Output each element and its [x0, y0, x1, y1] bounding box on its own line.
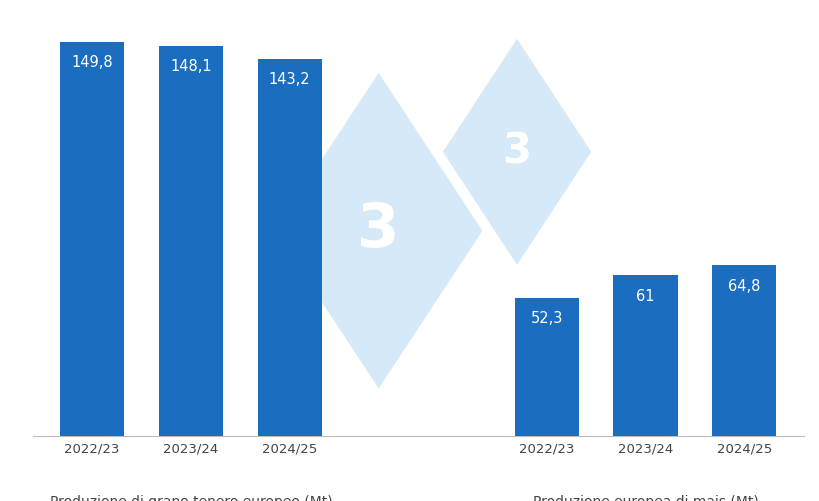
Text: 61: 61: [636, 289, 654, 304]
Text: 3: 3: [502, 131, 531, 173]
Bar: [613, 276, 676, 436]
Bar: [159, 46, 223, 436]
Polygon shape: [442, 39, 590, 265]
Bar: [60, 42, 124, 436]
Text: 149,8: 149,8: [71, 55, 113, 70]
Polygon shape: [274, 73, 482, 389]
Text: 143,2: 143,2: [269, 72, 310, 87]
Text: Produzione europea di mais (Mt): Produzione europea di mais (Mt): [532, 495, 758, 501]
Text: Produzione di grano tenero europeo (Mt): Produzione di grano tenero europeo (Mt): [49, 495, 332, 501]
Text: 148,1: 148,1: [170, 60, 211, 75]
Text: 64,8: 64,8: [727, 279, 759, 294]
Bar: [712, 266, 776, 436]
Bar: [257, 59, 322, 436]
Bar: [514, 298, 578, 436]
Text: 52,3: 52,3: [530, 312, 562, 327]
Text: 3: 3: [357, 201, 400, 260]
